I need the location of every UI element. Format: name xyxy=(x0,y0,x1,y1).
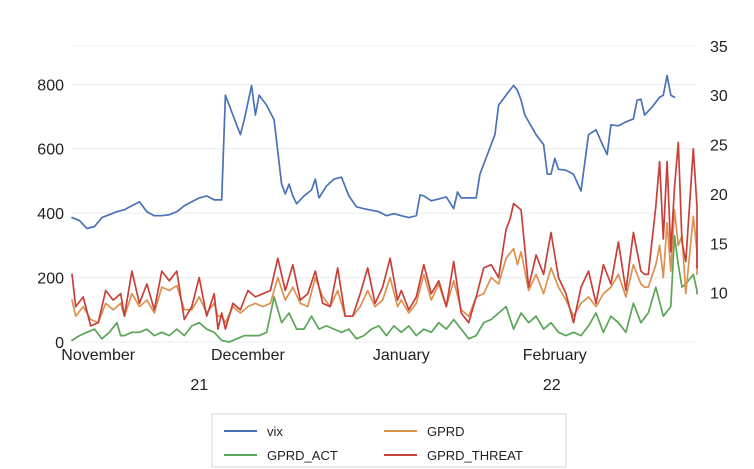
right-tick-label: 10 xyxy=(710,286,728,303)
legend-label-gprd-threat: GPRD_THREAT xyxy=(427,448,523,463)
year-tick-label: 22 xyxy=(543,377,561,394)
right-tick-label: 35 xyxy=(710,39,728,56)
right-tick-label: 30 xyxy=(710,88,728,105)
series-line-gprd-threat xyxy=(71,141,698,330)
left-axis: 0 200 400 600 800 xyxy=(37,77,64,352)
series-line-gprd-act xyxy=(71,234,698,343)
right-axis: 10 15 20 25 30 35 xyxy=(710,39,728,303)
month-tick-label: January xyxy=(373,347,430,364)
month-tick-label: December xyxy=(211,347,285,364)
left-tick-label: 400 xyxy=(37,206,64,223)
left-tick-label: 0 xyxy=(55,335,64,352)
plot-area xyxy=(68,36,700,343)
legend-label-vix: vix xyxy=(267,424,283,439)
left-tick-label: 800 xyxy=(37,77,64,94)
legend-box xyxy=(211,413,567,468)
series-line-vix xyxy=(71,74,676,230)
x-axis: November December January February 21 22 xyxy=(61,347,587,394)
month-tick-label: November xyxy=(61,347,135,364)
left-tick-label: 200 xyxy=(37,271,64,288)
right-tick-label: 20 xyxy=(710,187,728,204)
right-tick-label: 25 xyxy=(710,138,728,155)
legend: vix GPRD GPRD_ACT GPRD_THREAT xyxy=(211,413,567,468)
series-lines xyxy=(71,74,698,343)
legend-label-gprd-act: GPRD_ACT xyxy=(267,448,338,463)
left-tick-label: 600 xyxy=(37,142,64,159)
month-tick-label: February xyxy=(523,347,587,364)
legend-label-gprd: GPRD xyxy=(427,424,465,439)
year-tick-label: 21 xyxy=(190,377,208,394)
right-tick-label: 15 xyxy=(710,236,728,253)
